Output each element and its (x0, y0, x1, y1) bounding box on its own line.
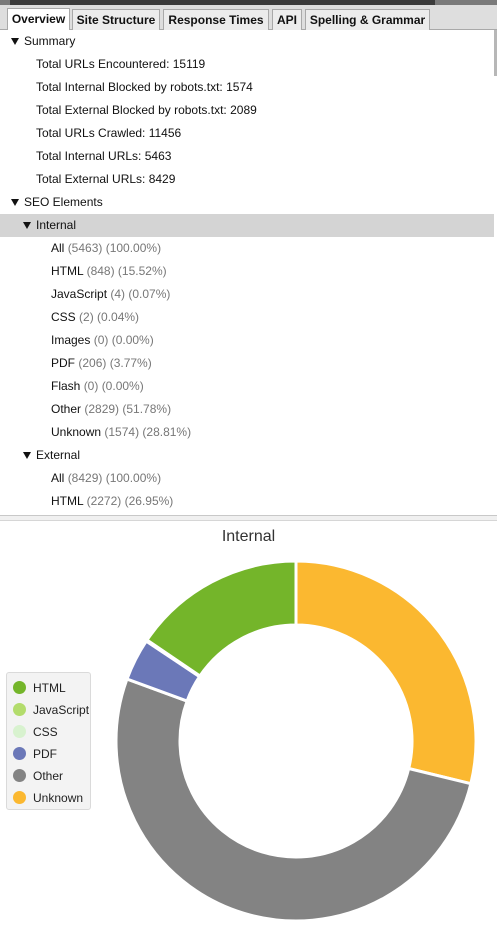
legend-swatch (13, 681, 26, 694)
summary-item[interactable]: Total External Blocked by robots.txt: 20… (36, 103, 257, 117)
tab-overview[interactable]: Overview (7, 8, 70, 31)
chart-title: Internal (221, 528, 276, 545)
tree-node-label: Internal (36, 218, 77, 232)
legend-label: JavaScript (33, 703, 90, 717)
tree-node-label: External (36, 448, 81, 462)
window-top-notch (10, 0, 435, 5)
chart-panel: Internal HTML JavaScript CSS PDF Other Unknow… (0, 521, 497, 939)
legend-swatch (13, 791, 26, 804)
internal-item-all[interactable]: All (5463) (100.00%) (51, 241, 162, 255)
legend-label: Unknown (33, 791, 84, 805)
tab-spelling-grammar[interactable]: Spelling & Grammar (305, 9, 430, 31)
tab-bar: Overview Site Structure Response Times A… (0, 5, 497, 31)
internal-item-javascript[interactable]: JavaScript (4) (0.07%) (51, 287, 171, 301)
internal-item-unknown[interactable]: Unknown (1574) (28.81%) (51, 425, 192, 439)
tab-site-structure[interactable]: Site Structure (72, 9, 160, 31)
legend-label: CSS (33, 725, 58, 739)
legend-swatch (13, 747, 26, 760)
legend-swatch (13, 703, 26, 716)
tree-node-label: Summary (24, 34, 76, 48)
internal-item-images[interactable]: Images (0) (0.00%) (51, 333, 154, 347)
expand-triangle-icon[interactable] (23, 452, 31, 459)
tree-node-seo-elements[interactable]: SEO Elements (0, 191, 494, 214)
tree-node-summary[interactable]: Summary (0, 30, 494, 53)
tree-scrollbar[interactable] (494, 30, 497, 76)
tree-node-internal[interactable]: Internal (0, 214, 494, 237)
internal-item-css[interactable]: CSS (2) (0.04%) (51, 310, 140, 324)
summary-item[interactable]: Total URLs Encountered: 15119 (36, 57, 206, 71)
donut-slice-html[interactable] (144, 559, 298, 679)
external-item-all[interactable]: All (8429) (100.00%) (51, 471, 162, 485)
tab-response-times[interactable]: Response Times (163, 9, 269, 31)
expand-triangle-icon[interactable] (11, 199, 19, 206)
donut-chart (114, 559, 478, 923)
internal-item-html[interactable]: HTML (848) (15.52%) (51, 264, 167, 278)
legend-label: PDF (33, 747, 57, 761)
internal-item-flash[interactable]: Flash (0) (0.00%) (51, 379, 144, 393)
legend-swatch (13, 725, 26, 738)
legend-label: HTML (33, 681, 66, 695)
expand-triangle-icon[interactable] (11, 38, 19, 45)
internal-item-pdf[interactable]: PDF (206) (3.77%) (51, 356, 152, 370)
legend-label: Other (33, 769, 64, 783)
summary-item[interactable]: Total Internal Blocked by robots.txt: 15… (36, 80, 253, 94)
summary-item[interactable]: Total External URLs: 8429 (36, 172, 176, 186)
summary-item[interactable]: Total URLs Crawled: 11456 (36, 126, 182, 140)
tree-node-external[interactable]: External (0, 444, 494, 467)
internal-item-other[interactable]: Other (2829) (51.78%) (51, 402, 172, 416)
overview-tree: Summary Total URLs Encountered: 15119 To… (0, 30, 497, 516)
tree-node-label: SEO Elements (24, 195, 103, 209)
external-item-html[interactable]: HTML (2272) (26.95%) (51, 494, 174, 508)
expand-triangle-icon[interactable] (23, 222, 31, 229)
donut-slice-unknown[interactable] (294, 559, 478, 786)
tab-api[interactable]: API (272, 9, 302, 31)
legend-swatch (13, 769, 26, 782)
window-top-strip (0, 0, 497, 5)
chart-legend: HTML JavaScript CSS PDF Other Unknown (6, 672, 91, 810)
donut-slice-other[interactable] (114, 677, 473, 923)
panel-splitter[interactable] (0, 516, 497, 521)
summary-item[interactable]: Total Internal URLs: 5463 (36, 149, 172, 163)
